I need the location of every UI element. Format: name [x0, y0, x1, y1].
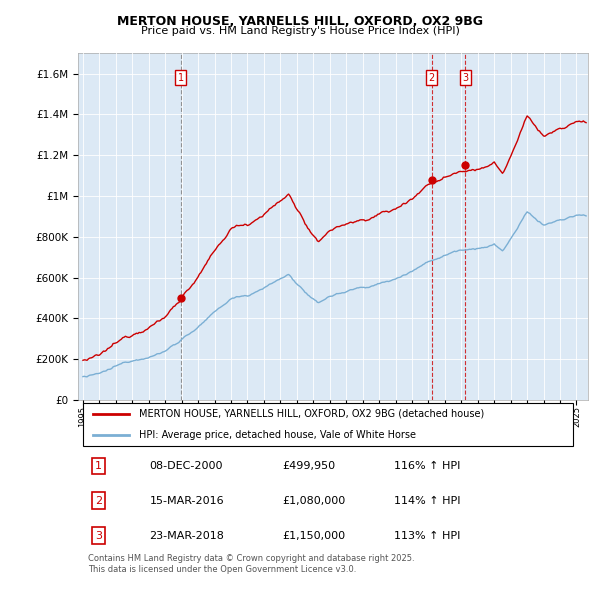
Text: 113% ↑ HPI: 113% ↑ HPI [394, 530, 461, 540]
Text: 08-DEC-2000: 08-DEC-2000 [149, 461, 223, 471]
Text: 15-MAR-2016: 15-MAR-2016 [149, 496, 224, 506]
Text: 3: 3 [95, 530, 102, 540]
Text: Contains HM Land Registry data © Crown copyright and database right 2025.
This d: Contains HM Land Registry data © Crown c… [88, 555, 415, 574]
Text: 114% ↑ HPI: 114% ↑ HPI [394, 496, 461, 506]
Text: Price paid vs. HM Land Registry's House Price Index (HPI): Price paid vs. HM Land Registry's House … [140, 26, 460, 36]
Text: 2: 2 [429, 73, 435, 83]
Text: 116% ↑ HPI: 116% ↑ HPI [394, 461, 461, 471]
FancyBboxPatch shape [83, 402, 573, 446]
Text: MERTON HOUSE, YARNELLS HILL, OXFORD, OX2 9BG: MERTON HOUSE, YARNELLS HILL, OXFORD, OX2… [117, 15, 483, 28]
Text: 3: 3 [462, 73, 468, 83]
Text: £1,080,000: £1,080,000 [282, 496, 345, 506]
Text: £499,950: £499,950 [282, 461, 335, 471]
Text: 23-MAR-2018: 23-MAR-2018 [149, 530, 224, 540]
Text: 1: 1 [95, 461, 102, 471]
Text: 2: 2 [95, 496, 102, 506]
Text: £1,150,000: £1,150,000 [282, 530, 345, 540]
Text: HPI: Average price, detached house, Vale of White Horse: HPI: Average price, detached house, Vale… [139, 430, 416, 440]
Text: MERTON HOUSE, YARNELLS HILL, OXFORD, OX2 9BG (detached house): MERTON HOUSE, YARNELLS HILL, OXFORD, OX2… [139, 409, 484, 419]
Text: 1: 1 [178, 73, 184, 83]
